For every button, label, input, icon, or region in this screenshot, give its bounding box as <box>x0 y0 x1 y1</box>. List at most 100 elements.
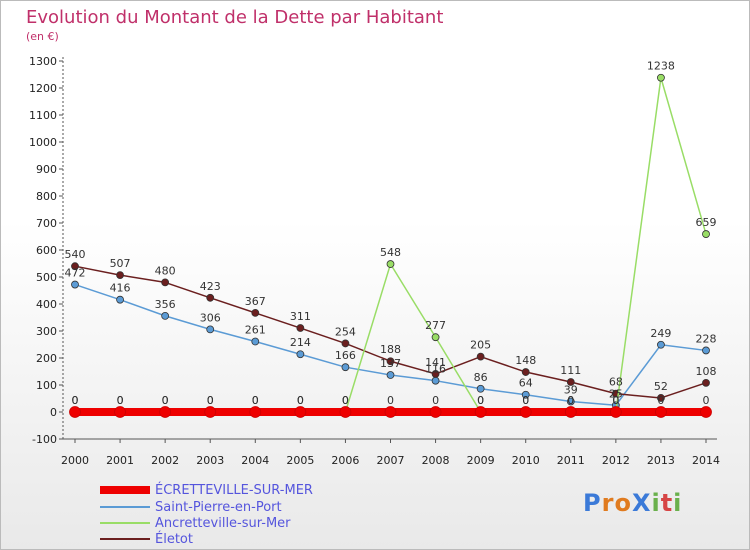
data-point <box>521 390 530 399</box>
x-tick-label: 2014 <box>692 454 720 467</box>
logo-letter: i <box>673 489 683 517</box>
data-point <box>161 311 170 320</box>
data-point <box>657 394 665 402</box>
data-label: 0 <box>612 394 619 407</box>
proxiti-logo: ProXiti <box>583 489 682 517</box>
y-tick-label: 700 <box>36 217 57 230</box>
data-label: 423 <box>200 280 221 293</box>
data-point <box>384 406 397 418</box>
data-point <box>609 406 622 418</box>
y-tick-label: 1100 <box>29 109 57 122</box>
data-label: 68 <box>609 376 623 389</box>
data-label: 472 <box>65 267 86 280</box>
data-point <box>476 352 485 361</box>
series-3 <box>71 262 710 402</box>
y-tick-label: 100 <box>36 379 57 392</box>
y-tick-label: 900 <box>36 163 57 176</box>
data-point <box>386 260 395 268</box>
data-point <box>341 339 350 348</box>
data-label: 0 <box>72 394 79 407</box>
legend-label: Életot <box>155 531 193 547</box>
x-tick-label: 2005 <box>286 454 314 467</box>
data-label: 0 <box>387 394 394 407</box>
x-tick-label: 2006 <box>331 454 359 467</box>
data-label: 0 <box>342 394 349 407</box>
axes: -100010020030040050060070080090010001100… <box>29 55 720 467</box>
data-point <box>116 295 124 304</box>
data-label: 356 <box>155 298 176 311</box>
y-tick-label: 0 <box>50 406 57 419</box>
data-point <box>116 271 124 280</box>
data-point <box>296 350 305 359</box>
data-point <box>655 406 667 418</box>
data-label: 0 <box>657 394 664 407</box>
data-point <box>69 406 81 418</box>
data-label: 39 <box>564 383 578 396</box>
data-point <box>161 278 170 287</box>
data-label: 0 <box>477 394 484 407</box>
x-tick-label: 2011 <box>557 454 585 467</box>
data-point <box>431 376 440 385</box>
data-point <box>71 262 79 271</box>
data-label: 166 <box>335 349 356 362</box>
data-label: 108 <box>696 365 717 378</box>
data-label: 0 <box>522 394 529 407</box>
data-label: 416 <box>110 282 131 295</box>
data-label: 254 <box>335 325 356 338</box>
data-label: 228 <box>696 332 717 345</box>
series-0 <box>69 406 712 418</box>
data-label: 111 <box>560 364 581 377</box>
data-label: 367 <box>245 295 266 308</box>
data-label: 137 <box>380 357 401 370</box>
data-label: 306 <box>200 311 221 324</box>
data-label: 0 <box>342 394 349 407</box>
data-label: 205 <box>470 339 491 352</box>
data-point <box>339 406 352 418</box>
data-label: 311 <box>290 310 311 323</box>
data-label: 659 <box>696 216 717 229</box>
data-label: 507 <box>110 257 131 270</box>
data-point <box>294 406 307 418</box>
data-point <box>249 406 262 418</box>
data-point <box>114 406 126 418</box>
logo-letter: t <box>660 489 674 517</box>
data-point <box>474 406 487 418</box>
logo-letter: P <box>583 489 602 517</box>
y-tick-label: 1300 <box>29 55 57 68</box>
data-label: 0 <box>252 394 259 407</box>
data-label: 64 <box>519 377 533 390</box>
data-label: 86 <box>474 371 488 384</box>
data-label: 0 <box>297 394 304 407</box>
x-tick-label: 2001 <box>106 454 134 467</box>
data-label: 0 <box>162 394 169 407</box>
data-label: 0 <box>117 394 124 407</box>
data-label: 0 <box>297 394 304 407</box>
data-point <box>251 309 260 317</box>
y-tick-label: 500 <box>36 271 57 284</box>
x-tick-label: 2003 <box>196 454 224 467</box>
x-tick-label: 2012 <box>602 454 630 467</box>
data-label: 0 <box>207 394 214 407</box>
data-label: 25 <box>609 387 623 400</box>
data-label: 188 <box>380 343 401 356</box>
data-point <box>521 368 530 376</box>
x-tick-label: 2013 <box>647 454 675 467</box>
x-tick-label: 2010 <box>512 454 540 467</box>
x-tick-label: 2002 <box>151 454 179 467</box>
x-tick-label: 2000 <box>61 454 89 467</box>
data-label: 0 <box>522 394 529 407</box>
data-point <box>71 280 79 289</box>
data-point <box>386 357 395 366</box>
chart-subtitle: (en €) <box>26 30 59 43</box>
data-label: 52 <box>654 380 668 393</box>
data-point <box>564 406 577 418</box>
data-point <box>159 406 172 418</box>
y-tick-label: 200 <box>36 352 57 365</box>
data-point <box>476 384 485 393</box>
data-point <box>251 337 260 346</box>
data-point <box>206 325 215 334</box>
data-label: 0 <box>72 394 79 407</box>
